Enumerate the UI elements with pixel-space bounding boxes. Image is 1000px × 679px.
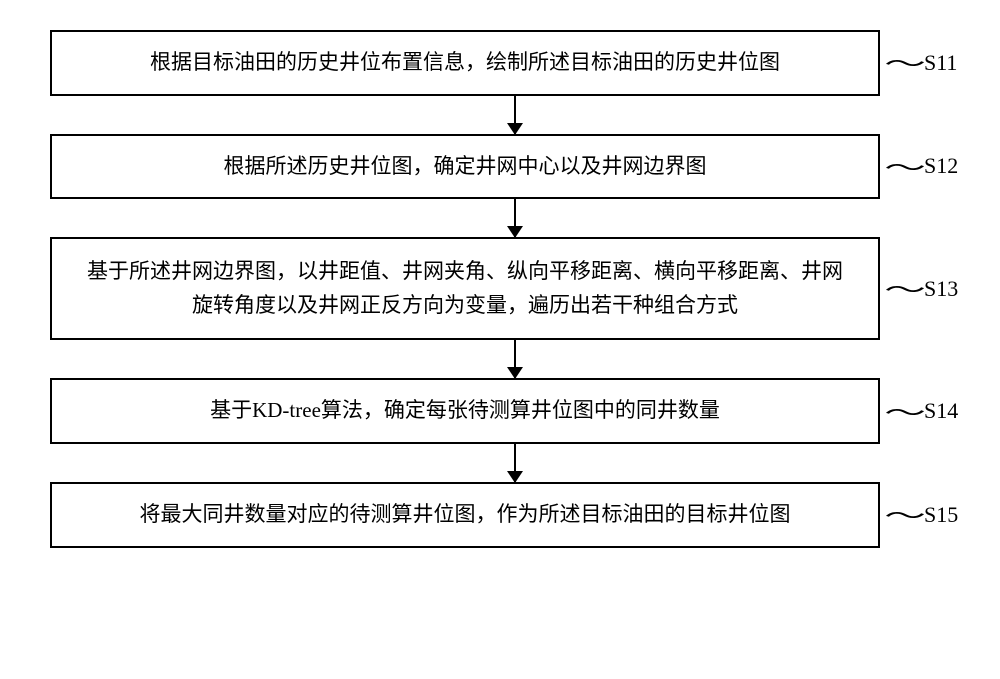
step-text: 根据目标油田的历史井位布置信息，绘制所述目标油田的历史井位图: [150, 46, 780, 80]
arrow-down-icon: [514, 444, 516, 482]
step-row-2: 根据所述历史井位图，确定井网中心以及井网边界图 〜 S12: [20, 134, 980, 200]
arrow-down-icon: [514, 199, 516, 237]
tilde-icon: 〜: [884, 47, 926, 78]
step-row-4: 基于KD-tree算法，确定每张待测算井位图中的同井数量 〜 S14: [20, 378, 980, 444]
step-label: S15: [924, 502, 958, 528]
arrow-down-icon: [514, 96, 516, 134]
tilde-icon: 〜: [884, 273, 926, 304]
step-box-s13: 基于所述井网边界图，以井距值、井网夹角、纵向平移距离、横向平移距离、井网旋转角度…: [50, 237, 880, 340]
step-box-s15: 将最大同井数量对应的待测算井位图，作为所述目标油田的目标井位图: [50, 482, 880, 548]
step-label: S11: [924, 50, 957, 76]
arrow-down-icon: [514, 340, 516, 378]
arrow-3: [100, 340, 930, 378]
step-label: S12: [924, 153, 958, 179]
step-label-group: 〜 S11: [892, 44, 957, 81]
step-label-group: 〜 S14: [892, 393, 958, 430]
step-label-group: 〜 S12: [892, 148, 958, 185]
step-row-3: 基于所述井网边界图，以井距值、井网夹角、纵向平移距离、横向平移距离、井网旋转角度…: [20, 237, 980, 340]
step-row-1: 根据目标油田的历史井位布置信息，绘制所述目标油田的历史井位图 〜 S11: [20, 30, 980, 96]
arrow-4: [100, 444, 930, 482]
arrow-2: [100, 199, 930, 237]
step-label-group: 〜 S13: [892, 270, 958, 307]
step-text: 基于所述井网边界图，以井距值、井网夹角、纵向平移距离、横向平移距离、井网旋转角度…: [82, 255, 848, 322]
step-label: S13: [924, 276, 958, 302]
flowchart-container: 根据目标油田的历史井位布置信息，绘制所述目标油田的历史井位图 〜 S11 根据所…: [20, 30, 980, 548]
step-box-s12: 根据所述历史井位图，确定井网中心以及井网边界图: [50, 134, 880, 200]
step-label-group: 〜 S15: [892, 496, 958, 533]
step-label: S14: [924, 398, 958, 424]
step-text: 将最大同井数量对应的待测算井位图，作为所述目标油田的目标井位图: [140, 498, 791, 532]
step-row-5: 将最大同井数量对应的待测算井位图，作为所述目标油田的目标井位图 〜 S15: [20, 482, 980, 548]
tilde-icon: 〜: [884, 151, 926, 182]
tilde-icon: 〜: [884, 499, 926, 530]
step-text: 基于KD-tree算法，确定每张待测算井位图中的同井数量: [210, 394, 720, 428]
step-box-s11: 根据目标油田的历史井位布置信息，绘制所述目标油田的历史井位图: [50, 30, 880, 96]
step-text: 根据所述历史井位图，确定井网中心以及井网边界图: [224, 150, 707, 184]
step-box-s14: 基于KD-tree算法，确定每张待测算井位图中的同井数量: [50, 378, 880, 444]
tilde-icon: 〜: [884, 395, 926, 426]
arrow-1: [100, 96, 930, 134]
